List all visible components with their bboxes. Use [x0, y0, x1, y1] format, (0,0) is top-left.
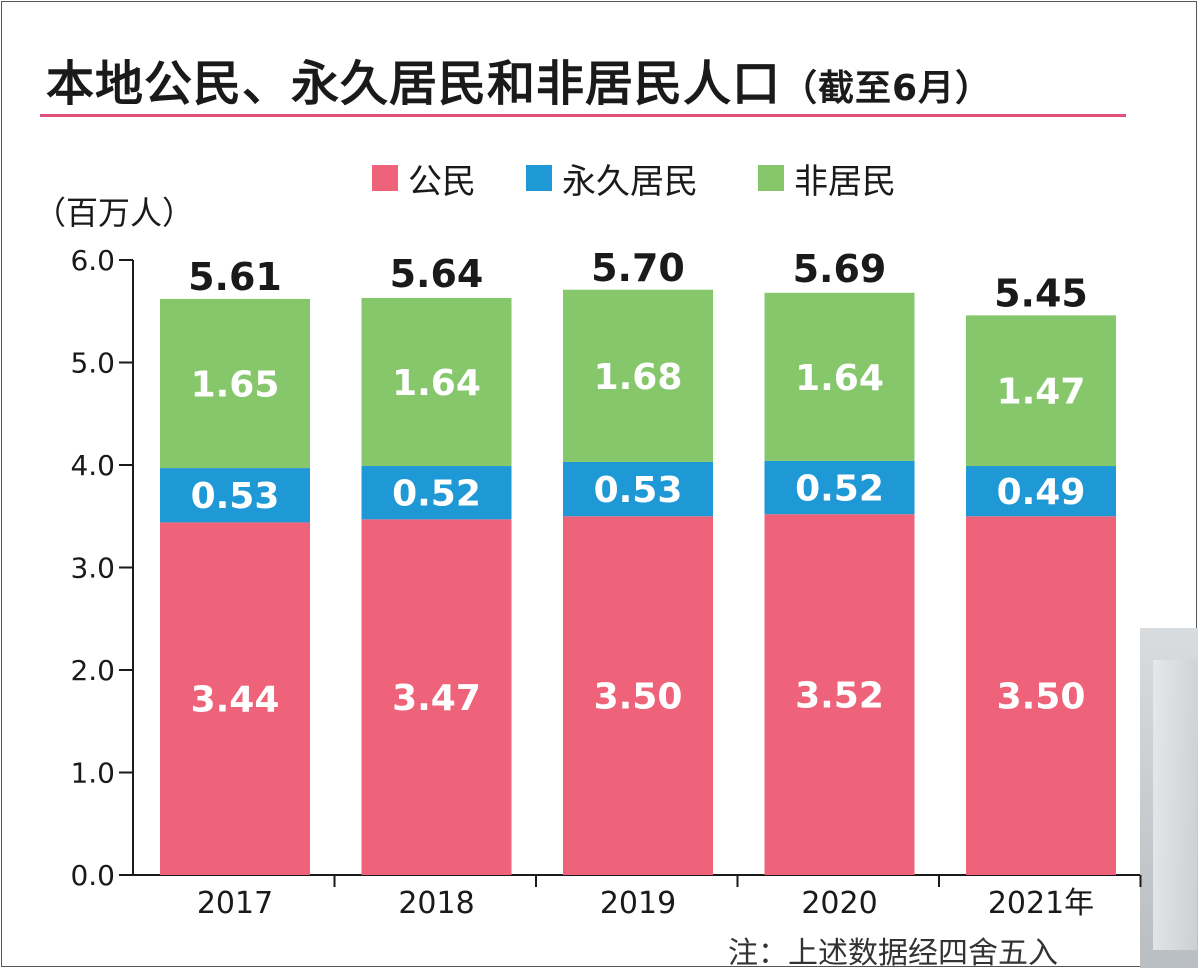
bar-segment-label: 3.50 — [997, 677, 1086, 718]
legend-item-non-residents: 非居民 — [758, 156, 896, 202]
bar-total-label: 5.69 — [793, 247, 887, 291]
bar-segment-label: 1.64 — [795, 358, 884, 399]
bar-segment-label: 3.50 — [594, 677, 683, 718]
bar-segment-label: 3.44 — [191, 680, 280, 721]
chart-title-block: 本地公民、永久居民和非居民人口（截至6月） — [46, 44, 992, 114]
legend-swatch-citizens — [372, 165, 398, 191]
bar-total-label: 5.64 — [390, 252, 484, 296]
bar-segment — [966, 516, 1116, 875]
bar-segment — [160, 468, 310, 523]
bar-total-label: 5.61 — [188, 255, 282, 299]
bar-segment — [966, 466, 1116, 517]
legend-swatch-non-residents — [758, 165, 784, 191]
legend: 公民 永久居民 非居民 — [0, 156, 1200, 202]
bar-segment-label: 1.65 — [191, 365, 280, 406]
legend-label-non-residents: 非居民 — [794, 161, 896, 202]
x-category-label: 2018 — [398, 886, 474, 921]
legend-item-citizens: 公民 — [372, 156, 476, 202]
chart-subtitle: （截至6月） — [781, 68, 993, 109]
y-tick-label: 6.0 — [70, 244, 115, 277]
y-tick-label: 0.0 — [70, 859, 115, 892]
chart-title: 本地公民、永久居民和非居民人口 — [46, 56, 782, 112]
bar-segment-label: 3.52 — [795, 676, 884, 717]
legend-label-permanent-residents: 永久居民 — [562, 161, 698, 202]
y-tick-label: 2.0 — [70, 654, 115, 687]
bar-segment-label: 0.49 — [997, 472, 1086, 513]
bar-segment — [160, 298, 310, 469]
bar-segment-label: 3.47 — [392, 678, 481, 719]
y-tick-label: 3.0 — [70, 552, 115, 585]
y-axis-unit-label: （百万人） — [34, 194, 195, 232]
bar-segment-label: 0.52 — [392, 474, 481, 515]
bar-segment — [764, 460, 915, 515]
bar-segment-label: 0.53 — [594, 470, 683, 511]
footnote: 注：上述数据经四舍五入 — [728, 936, 1058, 971]
bar-segment — [764, 292, 915, 461]
legend-label-citizens: 公民 — [408, 161, 476, 202]
bar-segment — [361, 297, 512, 467]
bar-segment — [563, 461, 713, 517]
background-photo-overlay — [1153, 660, 1197, 950]
bar-segment — [563, 289, 713, 462]
bar-segment-label: 1.68 — [594, 357, 683, 398]
bar-segment — [160, 522, 310, 875]
y-tick-label: 4.0 — [70, 449, 115, 482]
bar-segment-label: 0.52 — [795, 469, 884, 510]
bar-segment-label: 1.64 — [392, 363, 481, 404]
x-category-label: 2019 — [600, 886, 676, 921]
bar-total-label: 5.45 — [994, 271, 1088, 315]
bar-segment — [361, 466, 512, 520]
y-tick-label: 5.0 — [70, 347, 115, 380]
x-category-label: 2020 — [801, 886, 877, 921]
bar-segment-label: 1.47 — [997, 372, 1086, 413]
bar-segment — [361, 519, 512, 875]
title-underline — [40, 114, 1126, 117]
x-category-label: 2017 — [197, 886, 273, 921]
bar-total-label: 5.70 — [591, 246, 685, 290]
bar-segment-label: 0.53 — [191, 476, 280, 517]
y-tick-label: 1.0 — [70, 757, 115, 790]
bar-segment — [764, 514, 915, 875]
bar-segment — [563, 516, 713, 875]
bar-segment — [966, 315, 1116, 467]
legend-swatch-permanent-residents — [526, 165, 552, 191]
x-category-label: 2021年 — [988, 886, 1094, 921]
legend-item-permanent-residents: 永久居民 — [526, 156, 698, 202]
